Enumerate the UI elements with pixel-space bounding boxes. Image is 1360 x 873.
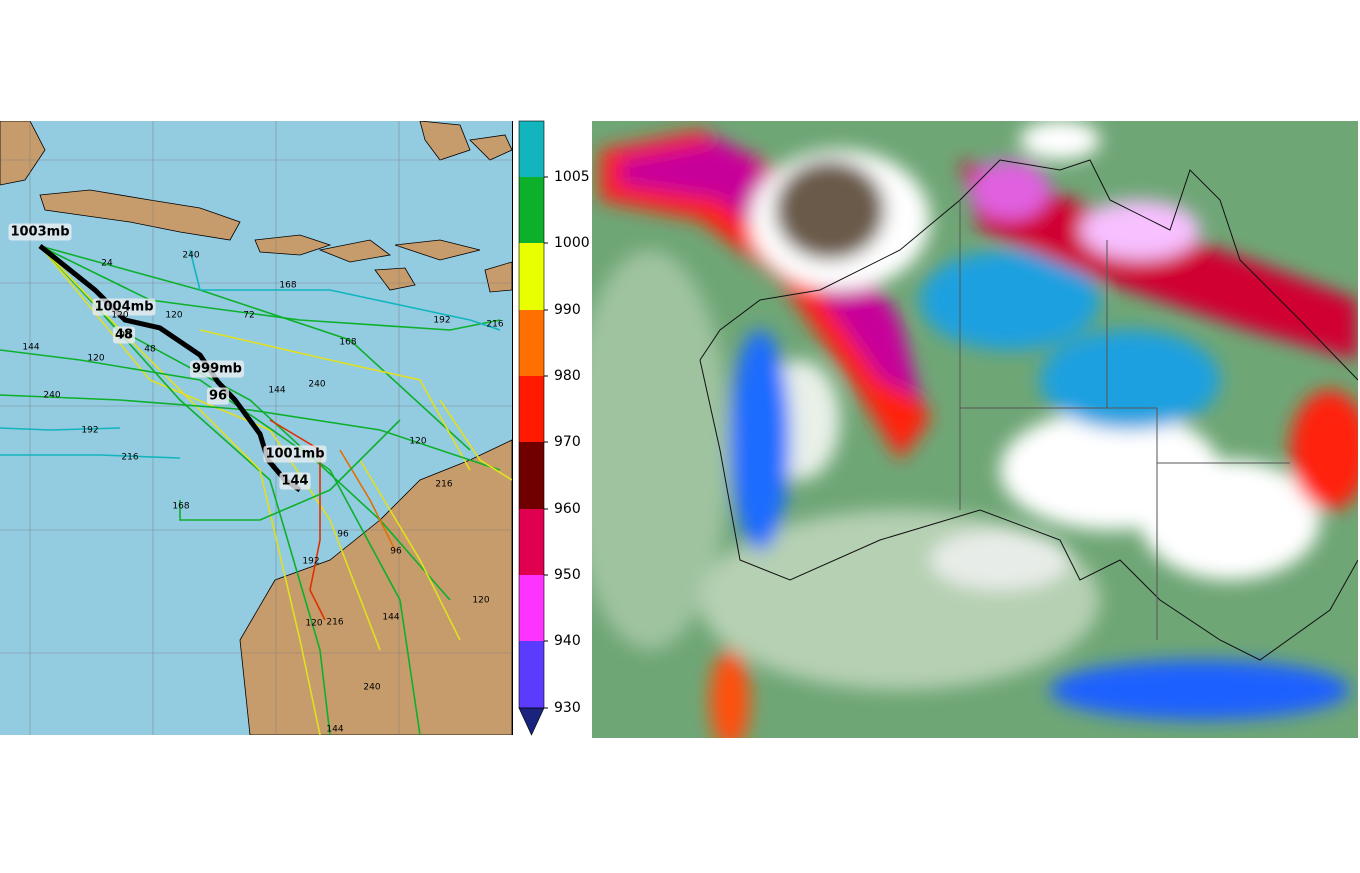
lead-time-label: 24	[101, 259, 113, 269]
lead-time-label: 120	[305, 619, 322, 629]
ensemble-track	[179, 419, 401, 521]
colorbar-segment	[519, 310, 544, 376]
ensemble-track	[189, 249, 501, 331]
ensemble-track	[339, 449, 396, 551]
lead-time-label: 168	[339, 338, 356, 348]
colorbar-under	[518, 707, 545, 736]
center-label: 96	[209, 389, 227, 404]
center-label: 999mb	[192, 362, 242, 377]
colorbar-segment	[519, 177, 544, 243]
rain-field	[592, 121, 1358, 738]
ensemble-track	[0, 394, 501, 471]
ensemble-track	[0, 454, 181, 459]
lead-time-label: 216	[435, 480, 452, 490]
center-label: 1004mb	[94, 300, 153, 315]
lead-time-label: 144	[22, 343, 39, 353]
lead-time-label: 48	[144, 345, 156, 355]
label-box	[112, 326, 136, 344]
ensemble-track	[359, 459, 461, 641]
colorbar-frame	[518, 120, 545, 709]
rainfall-map	[592, 121, 1358, 738]
lead-time-label: 120	[111, 311, 128, 321]
lead-time-label: 120	[409, 437, 426, 447]
lead-time-label: 168	[279, 281, 296, 291]
colorbar: 930 940 950 960 970 980 990 1000 1005	[518, 120, 590, 736]
ensemble-track	[0, 427, 121, 431]
lead-time-label: 96	[337, 530, 349, 540]
colorbar-tick-label: 1000	[554, 235, 590, 251]
lead-time-label: 216	[121, 453, 138, 463]
land	[0, 121, 512, 735]
lead-time-label: 240	[182, 251, 199, 261]
lead-time-label: 120	[472, 596, 489, 606]
label-box	[8, 223, 72, 241]
lead-time-label: 240	[308, 380, 325, 390]
lead-time-label: 72	[243, 311, 254, 321]
lead-time-label: 144	[326, 725, 343, 735]
lead-time-label: 216	[486, 320, 503, 330]
lead-time-label: 240	[363, 683, 380, 693]
boundaries	[699, 159, 1358, 661]
ensemble-track	[39, 245, 501, 331]
track-map: 1003mb 1004mb 48 999mb 96 1001mb 144 24 240 168 19…	[0, 121, 512, 735]
ensemble-track	[39, 245, 331, 735]
lead-time-label: 96	[119, 331, 131, 341]
lead-time-label: 168	[172, 502, 189, 512]
colorbar-segment	[519, 575, 544, 641]
lead-time-label: 216	[326, 618, 343, 628]
colorbar-tick-label: 960	[554, 501, 581, 517]
ensemble-track	[439, 399, 512, 481]
ensemble-track	[269, 419, 326, 621]
colorbar-tick-label: 950	[554, 567, 581, 583]
label-box	[279, 472, 311, 490]
ensemble-track	[199, 329, 471, 471]
label-box	[263, 445, 327, 463]
colorbar-segment	[519, 641, 544, 708]
label-box	[206, 387, 230, 405]
colorbar-segment	[519, 243, 544, 310]
lead-time-label: 240	[43, 391, 60, 401]
lead-time-label: 192	[302, 557, 319, 567]
ensemble-track	[0, 349, 421, 735]
lead-time-label: 144	[268, 386, 285, 396]
lead-time-label: 120	[165, 311, 182, 321]
colorbar-segment	[519, 121, 544, 177]
colorbar-tick-label: 990	[554, 302, 581, 318]
label-box	[92, 298, 156, 316]
center-label: 1003mb	[10, 225, 69, 240]
lead-time-label: 120	[87, 354, 104, 364]
colorbar-tick-label: 970	[554, 434, 581, 450]
lead-time-label: 192	[81, 426, 98, 436]
colorbar-tick-label: 1005	[554, 169, 590, 185]
colorbar-segment	[519, 442, 544, 509]
center-label: 48	[115, 328, 133, 343]
colorbar-segment	[519, 509, 544, 575]
colorbar-segment	[519, 376, 544, 442]
track-labels: 1003mb 1004mb 48 999mb 96 1001mb 144 24 240 168 19…	[8, 223, 504, 735]
colorbar-tick-label: 940	[554, 633, 581, 649]
colorbar-tick-label: 980	[554, 368, 581, 384]
ensemble-track	[39, 245, 471, 451]
label-box	[190, 360, 244, 378]
center-label: 1001mb	[265, 447, 324, 462]
center-label: 144	[281, 474, 308, 489]
lead-time-label: 96	[390, 547, 402, 557]
lead-time-label: 144	[382, 613, 399, 623]
colorbar-tick-label: 930	[554, 700, 581, 716]
lead-time-label: 192	[433, 316, 450, 326]
